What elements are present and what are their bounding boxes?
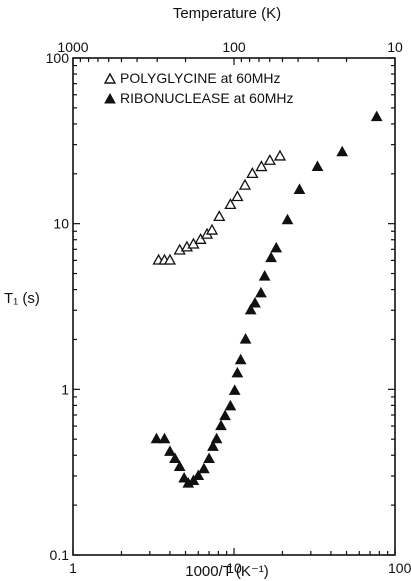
ribonuclease-point xyxy=(219,409,231,421)
polyglycine-point xyxy=(231,190,244,202)
bottom-tick-labels: 1 10 100 xyxy=(69,560,411,576)
polyglycine-point xyxy=(238,178,252,190)
polyglycine-point xyxy=(263,153,276,165)
polyglycine-point xyxy=(205,223,219,235)
ribonuclease-point xyxy=(203,452,215,464)
ribonuclease-point xyxy=(173,460,186,472)
legend-label-polyglycine: POLYGLYCINE at 60MHz xyxy=(120,70,281,86)
polyglycine-point xyxy=(213,210,226,222)
x-tick-label: 100 xyxy=(388,560,411,576)
ribonuclease-series xyxy=(150,110,383,488)
ribonuclease-point xyxy=(311,160,324,172)
legend-open-triangle-marker xyxy=(103,72,117,84)
left-ticks xyxy=(73,57,80,556)
polyglycine-point xyxy=(224,198,237,210)
left-tick-labels: 0.1 1 10 100 xyxy=(46,50,70,563)
polyglycine-point xyxy=(163,253,177,265)
ribonuclease-point xyxy=(169,452,181,464)
polyglycine-point xyxy=(255,160,268,172)
ribonuclease-point xyxy=(239,333,252,344)
y-axis-title: T₁ (s) xyxy=(4,290,40,307)
ribonuclease-point xyxy=(281,213,294,225)
y-tick-label: 1 xyxy=(61,381,69,397)
ribonuclease-point xyxy=(178,471,190,483)
bottom-ticks xyxy=(72,548,396,555)
ribonuclease-point xyxy=(192,469,205,481)
x-axis-title: 1000/T (K⁻¹) xyxy=(185,563,269,580)
y-tick-label: 10 xyxy=(53,216,69,232)
ribonuclease-point xyxy=(336,145,349,157)
ribonuclease-point xyxy=(224,399,237,411)
x-tick-label: 10 xyxy=(226,560,242,576)
top-tick-label: 1000 xyxy=(57,39,88,55)
ribonuclease-point xyxy=(231,366,244,378)
ribonuclease-point xyxy=(215,419,227,431)
ribonuclease-point xyxy=(164,445,176,456)
ribonuclease-point xyxy=(270,241,283,253)
ribonuclease-point xyxy=(150,432,163,444)
ribonuclease-point xyxy=(234,353,247,365)
top-tick-label: 100 xyxy=(222,39,246,55)
polyglycine-point xyxy=(194,232,207,244)
legend-filled-triangle-marker xyxy=(104,92,116,104)
y-tick-label: 0.1 xyxy=(50,547,70,563)
right-ticks xyxy=(388,57,395,556)
ribonuclease-point xyxy=(244,303,257,315)
ribonuclease-point xyxy=(258,270,271,281)
ribonuclease-point xyxy=(255,286,267,298)
top-tick-label: 10 xyxy=(387,39,403,55)
ribonuclease-point xyxy=(210,432,223,444)
ribonuclease-point xyxy=(207,440,219,451)
ribonuclease-point xyxy=(249,297,261,308)
legend-label-ribonuclease: RIBONUCLEASE at 60MHz xyxy=(120,90,294,106)
top-tick-labels: 1000 100 10 xyxy=(57,39,403,55)
ribonuclease-point xyxy=(158,432,171,444)
ribonuclease-point xyxy=(370,110,383,122)
y-tick-label: 100 xyxy=(46,50,70,66)
ribonuclease-point xyxy=(265,251,277,263)
polyglycine-point xyxy=(246,167,259,179)
ribonuclease-point xyxy=(293,183,306,194)
x-tick-label: 1 xyxy=(69,560,77,576)
polyglycine-point xyxy=(273,149,287,161)
ribonuclease-point xyxy=(228,384,241,395)
legend: POLYGLYCINE at 60MHz RIBONUCLEASE at 60M… xyxy=(103,70,294,106)
top-ticks xyxy=(72,58,396,65)
polyglycine-series xyxy=(152,149,287,265)
plot-frame xyxy=(72,57,396,556)
top-axis-title: Temperature (K) xyxy=(173,5,281,22)
ribonuclease-point xyxy=(198,462,210,474)
